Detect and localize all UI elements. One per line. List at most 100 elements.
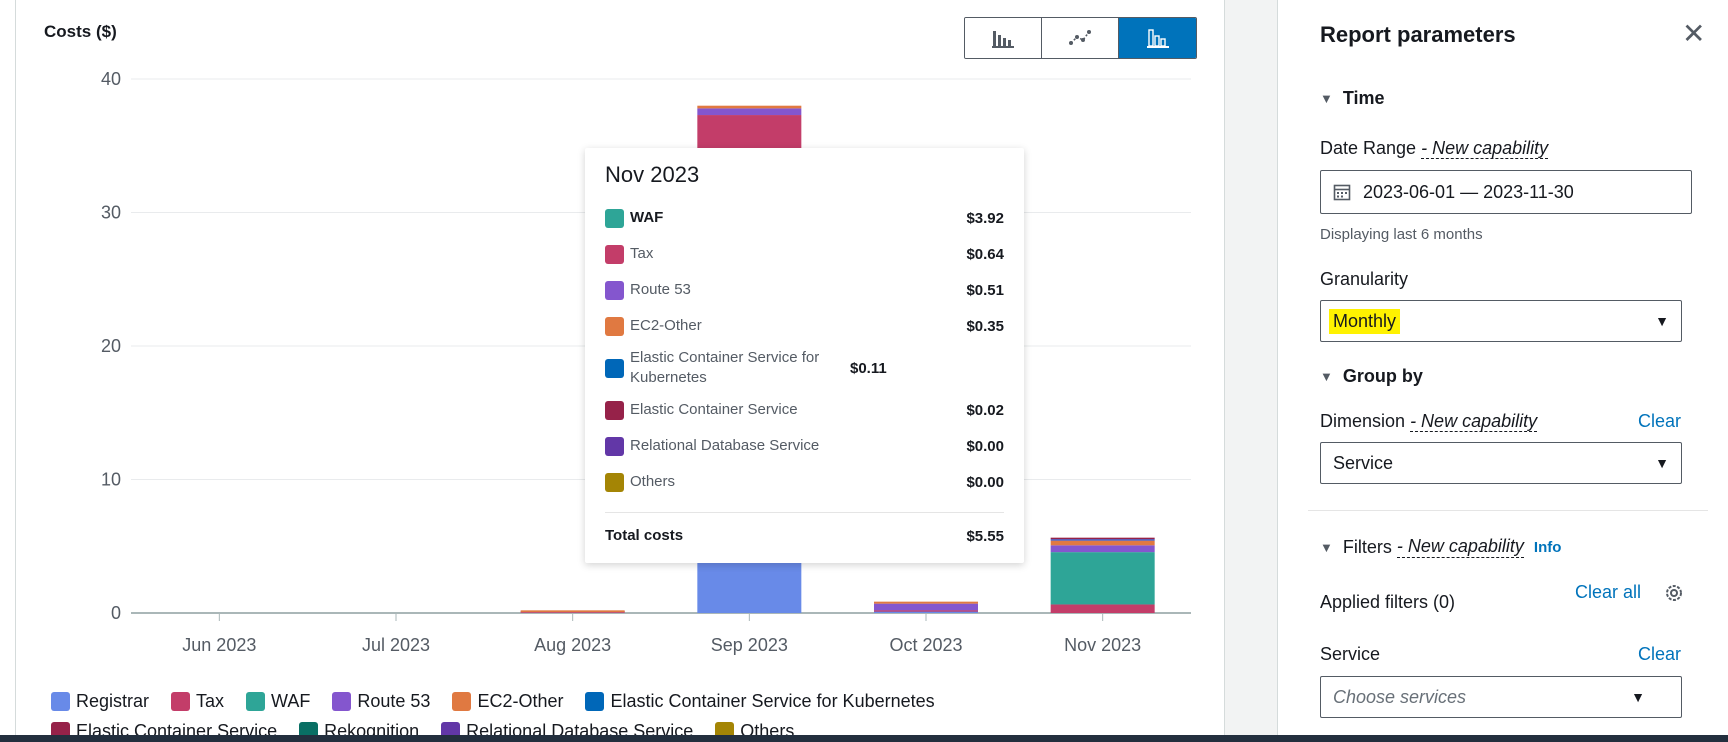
tooltip-row-name: Elastic Container Service for Kubernetes bbox=[630, 349, 820, 386]
bar-segment[interactable] bbox=[1050, 540, 1155, 546]
legend-item[interactable]: Registrar bbox=[51, 691, 149, 712]
legend-label: WAF bbox=[271, 690, 311, 711]
costs-axis-title: Costs ($) bbox=[44, 22, 117, 41]
tooltip-row: Route 53 $0.51 bbox=[605, 272, 1004, 308]
service-select[interactable]: Choose services ▼ bbox=[1320, 676, 1682, 718]
report-parameters-panel: Report parameters ✕ ▼ Time Date Range - … bbox=[1277, 0, 1728, 742]
bar-segment[interactable] bbox=[1050, 539, 1155, 541]
legend-row: Registrar Tax WAF Route 53 EC2-Other Elastic … bbox=[51, 686, 1231, 716]
bar-segment[interactable] bbox=[874, 610, 978, 612]
dimension-select[interactable]: Service ▼ bbox=[1320, 442, 1682, 484]
legend-swatch bbox=[332, 691, 352, 711]
caret-down-icon: ▼ bbox=[1320, 91, 1333, 106]
group-by-section-toggle[interactable]: ▼ Group by bbox=[1320, 366, 1423, 387]
x-tick-label: Sep 2023 bbox=[711, 635, 788, 655]
tooltip-swatch bbox=[605, 244, 624, 264]
bar-segment[interactable] bbox=[697, 108, 802, 116]
bar-segment[interactable] bbox=[874, 603, 978, 611]
x-tick-label: Jul 2023 bbox=[362, 635, 430, 655]
tooltip-row-value: $3.92 bbox=[966, 209, 1004, 227]
legend-swatch bbox=[171, 691, 191, 711]
tooltip-swatch bbox=[605, 280, 624, 300]
legend-swatch bbox=[51, 691, 70, 711]
bar-segment[interactable] bbox=[1050, 604, 1155, 613]
legend-item[interactable]: Tax bbox=[171, 691, 224, 712]
bar-chart-view-icon bbox=[992, 31, 1014, 48]
bar-segment[interactable] bbox=[1050, 537, 1155, 540]
date-range-label: Date Range - New capability bbox=[1320, 138, 1549, 159]
line-chart-view-icon bbox=[1069, 30, 1091, 45]
x-tick-label: Jun 2023 bbox=[182, 635, 256, 655]
legend-label: Elastic Container Service for Kubernetes bbox=[610, 690, 935, 711]
tooltip-row-name: Elastic Container Service bbox=[630, 401, 798, 418]
caret-down-icon: ▼ bbox=[1320, 369, 1333, 384]
time-section-toggle[interactable]: ▼ Time bbox=[1320, 88, 1385, 109]
y-tick-label: 0 bbox=[111, 603, 121, 623]
x-tick-label: Nov 2023 bbox=[1064, 635, 1141, 655]
date-range-input[interactable]: 2023-06-01 — 2023-11-30 bbox=[1320, 170, 1692, 214]
tooltip-swatch bbox=[605, 358, 624, 378]
tooltip-row-value: $0.11 bbox=[850, 359, 887, 377]
bar-segment[interactable] bbox=[874, 601, 978, 604]
granularity-value: Monthly bbox=[1329, 308, 1401, 334]
info-link[interactable]: Info bbox=[1533, 538, 1562, 556]
y-tick-label: 40 bbox=[101, 69, 121, 89]
legend-swatch bbox=[452, 691, 472, 711]
tooltip-swatch bbox=[605, 400, 624, 420]
applied-filters-label: Applied filters (0) bbox=[1320, 592, 1456, 612]
legend-item[interactable]: WAF bbox=[246, 691, 310, 712]
tooltip-row: Elastic Container Service $0.02 bbox=[605, 392, 1004, 428]
chart-tooltip: Nov 2023 WAF $3.92 Tax $0.64 Route 53 $0.51 EC… bbox=[585, 148, 1024, 563]
new-capability-link[interactable]: - New capability bbox=[1410, 411, 1538, 432]
dimension-label: Dimension - New capability bbox=[1320, 411, 1538, 432]
panel-title: Report parameters bbox=[1320, 22, 1516, 47]
legend-item[interactable]: Route 53 bbox=[332, 691, 430, 712]
tooltip-row-value: $0.64 bbox=[966, 245, 1004, 263]
tooltip-swatch bbox=[605, 472, 624, 492]
chart-panel: Costs ($) 0 10 20 30 40 Jun 2023 Jul 2023 Aug 2… bbox=[15, 0, 1225, 742]
close-icon[interactable]: ✕ bbox=[1682, 18, 1706, 49]
tooltip-swatch bbox=[605, 316, 624, 336]
tooltip-row: Elastic Container Service for Kubernetes… bbox=[605, 344, 1004, 392]
tooltip-row: Others $0.00 bbox=[605, 464, 1004, 500]
tooltip-row-name: Others bbox=[630, 473, 676, 490]
y-tick-label: 30 bbox=[101, 203, 121, 223]
new-capability-link[interactable]: - New capability bbox=[1396, 536, 1524, 558]
panel-gap bbox=[1225, 0, 1277, 742]
bottom-bar bbox=[0, 735, 1728, 742]
legend-item[interactable]: EC2-Other bbox=[452, 691, 563, 712]
tooltip-row-name: Route 53 bbox=[630, 281, 691, 298]
dimension-clear-link[interactable]: Clear bbox=[1638, 411, 1682, 431]
tooltip-row-name: EC2-Other bbox=[630, 317, 702, 334]
line-chart-view-button[interactable] bbox=[1042, 18, 1119, 58]
new-capability-link[interactable]: - New capability bbox=[1421, 138, 1549, 159]
legend-label: EC2-Other bbox=[477, 690, 564, 711]
legend-swatch bbox=[246, 691, 266, 711]
gear-icon[interactable] bbox=[1663, 582, 1685, 604]
bar-segment[interactable] bbox=[697, 105, 802, 109]
caret-down-icon: ▼ bbox=[1631, 689, 1645, 705]
bar-segment[interactable] bbox=[874, 611, 978, 614]
group-by-section-label: Group by bbox=[1342, 366, 1423, 386]
legend-item[interactable]: Elastic Container Service for Kubernetes bbox=[585, 690, 935, 712]
stacked-bar-chart-view-button[interactable] bbox=[1119, 18, 1196, 58]
filters-section-label: Filters bbox=[1342, 536, 1392, 557]
tooltip-row-name: Tax bbox=[630, 245, 654, 262]
bar-chart-view-button[interactable] bbox=[965, 18, 1042, 58]
bar-segment[interactable] bbox=[520, 610, 625, 613]
clear-all-link[interactable]: Clear all bbox=[1575, 582, 1642, 602]
service-clear-link[interactable]: Clear bbox=[1638, 644, 1682, 664]
tooltip-swatch bbox=[605, 436, 624, 456]
tooltip-row: Tax $0.64 bbox=[605, 236, 1004, 272]
y-tick-label: 20 bbox=[101, 336, 121, 356]
tooltip-row-value: $0.00 bbox=[966, 473, 1004, 491]
tooltip-row: Relational Database Service $0.00 bbox=[605, 428, 1004, 464]
granularity-select[interactable]: Monthly ▼ bbox=[1320, 300, 1682, 342]
filters-section-toggle[interactable]: ▼ Filters - New capability Info bbox=[1320, 536, 1561, 558]
date-range-hint: Displaying last 6 months bbox=[1320, 226, 1483, 243]
service-placeholder: Choose services bbox=[1333, 686, 1467, 707]
tooltip-row-name: WAF bbox=[630, 209, 664, 226]
bar-segment[interactable] bbox=[1050, 552, 1155, 605]
tooltip-row: WAF $3.92 bbox=[605, 200, 1004, 236]
bar-segment[interactable] bbox=[1050, 545, 1155, 553]
